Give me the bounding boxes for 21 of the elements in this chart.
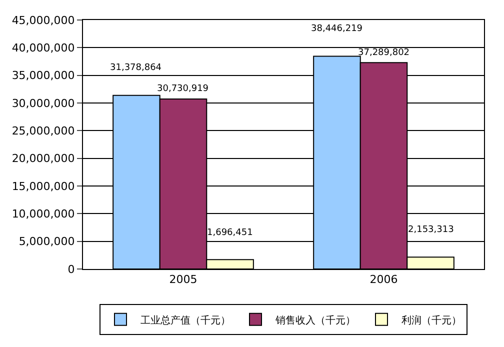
x-tick-label: 2006 [370, 273, 398, 286]
y-tick-label: 30,000,000 [12, 96, 75, 110]
y-tick-label: 5,000,000 [18, 235, 75, 248]
data-label: 37,289,802 [358, 48, 410, 58]
legend-label: 工业总产值（千元） [140, 314, 230, 326]
y-tick-label: 35,000,000 [12, 69, 75, 82]
y-tick-label: 20,000,000 [12, 152, 75, 166]
legend-label: 利润（千元） [402, 314, 462, 326]
legend-label: 销售收入（千元） [274, 314, 356, 326]
y-tick-label: 40,000,000 [12, 42, 75, 55]
data-label: 1,696,451 [207, 228, 253, 238]
data-label: 38,446,219 [311, 24, 363, 34]
y-tick-label: 25,000,000 [12, 124, 75, 138]
data-label: 31,378,864 [110, 63, 162, 73]
y-tick-label: 45,000,000 [12, 14, 75, 27]
y-tick-label: 15,000,000 [12, 180, 75, 193]
data-label: 30,730,919 [157, 84, 209, 94]
data-label: 2,153,313 [408, 225, 454, 235]
y-tick-label: 10,000,000 [12, 208, 75, 221]
x-tick-label: 2005 [169, 273, 198, 286]
y-tick-label: 0 [68, 262, 75, 276]
